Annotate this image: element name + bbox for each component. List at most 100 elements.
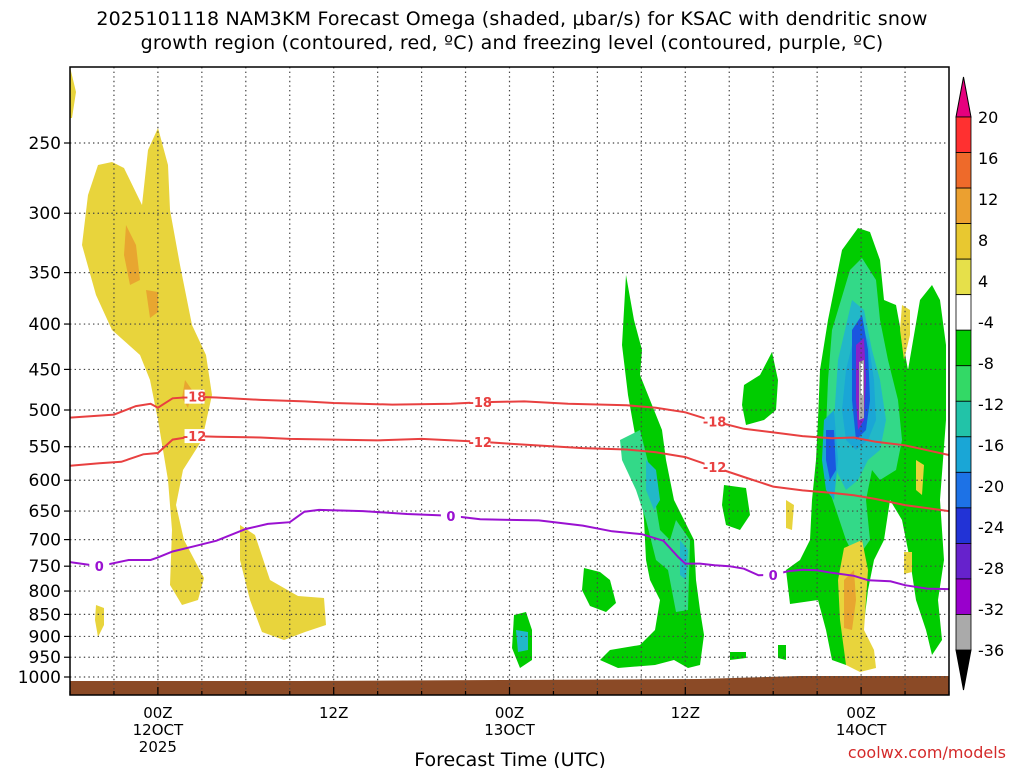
colorbar-label: -28 [978, 559, 1004, 578]
contour-line--12 [70, 435, 949, 513]
x-tick-label: 12Z [671, 704, 700, 722]
colorbar-swatch [955, 152, 972, 189]
colorbar-label: 8 [978, 231, 988, 250]
omega-region [838, 540, 876, 672]
y-tick-label: 850 [29, 605, 61, 625]
y-tick-label: 800 [29, 582, 61, 602]
colorbar-swatch [955, 223, 972, 260]
contour-line-0 [70, 508, 949, 591]
colorbar-top-arrow [955, 76, 972, 118]
contour-label-bg [763, 567, 784, 582]
colorbar-swatch [955, 436, 972, 473]
contour-label: -12 [183, 430, 207, 445]
x-tick-label: 00Z [846, 704, 875, 722]
contour-label-bg [184, 429, 205, 444]
source-credit: coolwx.com/models [847, 743, 1006, 762]
contour-label: -12 [703, 461, 727, 476]
colorbar-bottom-arrow [955, 649, 972, 691]
x-tick-label: 12Z [319, 704, 348, 722]
contour-label: 0 [769, 569, 778, 584]
colorbar-label: 12 [978, 190, 998, 209]
colorbar-swatch [955, 258, 972, 296]
omega-region [582, 568, 616, 612]
y-tick-label: 650 [29, 502, 61, 522]
y-tick-label: 250 [29, 134, 61, 154]
chart-title-line1: 2025101118 NAM3KM Forecast Omega (shaded… [96, 8, 928, 30]
contour-label: 0 [446, 510, 455, 525]
colorbar-label: 16 [978, 149, 998, 168]
omega-region [778, 645, 786, 660]
x-tick-label: 2025 [139, 738, 177, 756]
colorbar-swatch [955, 578, 972, 615]
colorbar-label: -24 [978, 518, 1004, 537]
y-tick-label: 400 [29, 315, 61, 335]
colorbar-swatch [955, 187, 972, 224]
x-axis-label: Forecast Time (UTC) [414, 749, 605, 768]
colorbar-swatch [955, 294, 972, 331]
contour-label: -18 [183, 391, 207, 406]
contour-label: -18 [703, 415, 727, 430]
contour-line--18 [70, 395, 949, 456]
y-tick-label: 450 [29, 360, 61, 380]
colorbar-swatch [955, 329, 972, 367]
x-tick-label: 00Z [143, 704, 172, 722]
contour-label-bg [704, 460, 725, 475]
contour-label-bg [470, 434, 491, 449]
y-tick-label: 1000 [18, 668, 61, 688]
x-tick-label: 14OCT [836, 721, 887, 739]
omega-region [70, 676, 949, 695]
x-tick-label: 13OCT [484, 721, 535, 739]
colorbar-label: -8 [978, 354, 994, 373]
colorbar-swatch [955, 507, 972, 544]
omega-region [82, 128, 212, 605]
colorbar-label: 4 [978, 272, 988, 291]
contour-label-bg [440, 508, 461, 523]
colorbar-label: -20 [978, 477, 1004, 496]
colorbar-label: -36 [978, 641, 1004, 660]
colorbar-swatch [955, 400, 972, 438]
omega-region [680, 540, 688, 580]
contour-label-bg [470, 395, 491, 410]
y-tick-label: 600 [29, 471, 61, 491]
omega-region [916, 460, 924, 495]
omega-region [904, 552, 912, 574]
omega-region [826, 430, 836, 480]
omega-region [124, 225, 140, 285]
contour-label: -18 [468, 396, 492, 411]
pressure-axis: 2503003504004505005506006507007508008509… [18, 134, 70, 688]
omega-region [646, 460, 660, 510]
contour-label-bg [704, 414, 725, 429]
omega-region [516, 630, 528, 652]
contour-lines: -18 -18 -18 -12 -12 -12 0 0 0 [70, 389, 949, 591]
colorbar-swatch [955, 543, 972, 580]
omega-region [844, 570, 856, 630]
omega-region [742, 352, 778, 425]
y-tick-label: 950 [29, 648, 61, 668]
colorbar-label: -12 [978, 395, 1004, 414]
x-tick-label: 12OCT [133, 721, 184, 739]
chart-title-line2: growth region (contoured, red, ºC) and f… [140, 32, 884, 54]
y-tick-label: 700 [29, 531, 61, 551]
omega-region [620, 430, 690, 612]
colorbar-swatch [955, 471, 972, 509]
colorbar-label: -16 [978, 436, 1004, 455]
contour-label-bg [184, 389, 205, 404]
gridlines [70, 67, 949, 695]
omega-region [786, 500, 794, 530]
omega-region [900, 305, 910, 360]
contour-label-bg [89, 559, 110, 574]
omega-region [146, 290, 158, 318]
omega-region [240, 525, 326, 640]
contour-label: -12 [468, 436, 492, 451]
omega-region [722, 485, 750, 530]
omega-region [70, 67, 76, 118]
contour-label: 0 [95, 560, 104, 575]
omega-region [95, 605, 104, 637]
colorbar-label: -32 [978, 600, 1004, 619]
y-tick-label: 350 [29, 264, 61, 284]
y-tick-label: 900 [29, 627, 61, 647]
colorbar-label: 20 [978, 108, 998, 127]
y-tick-label: 500 [29, 401, 61, 421]
